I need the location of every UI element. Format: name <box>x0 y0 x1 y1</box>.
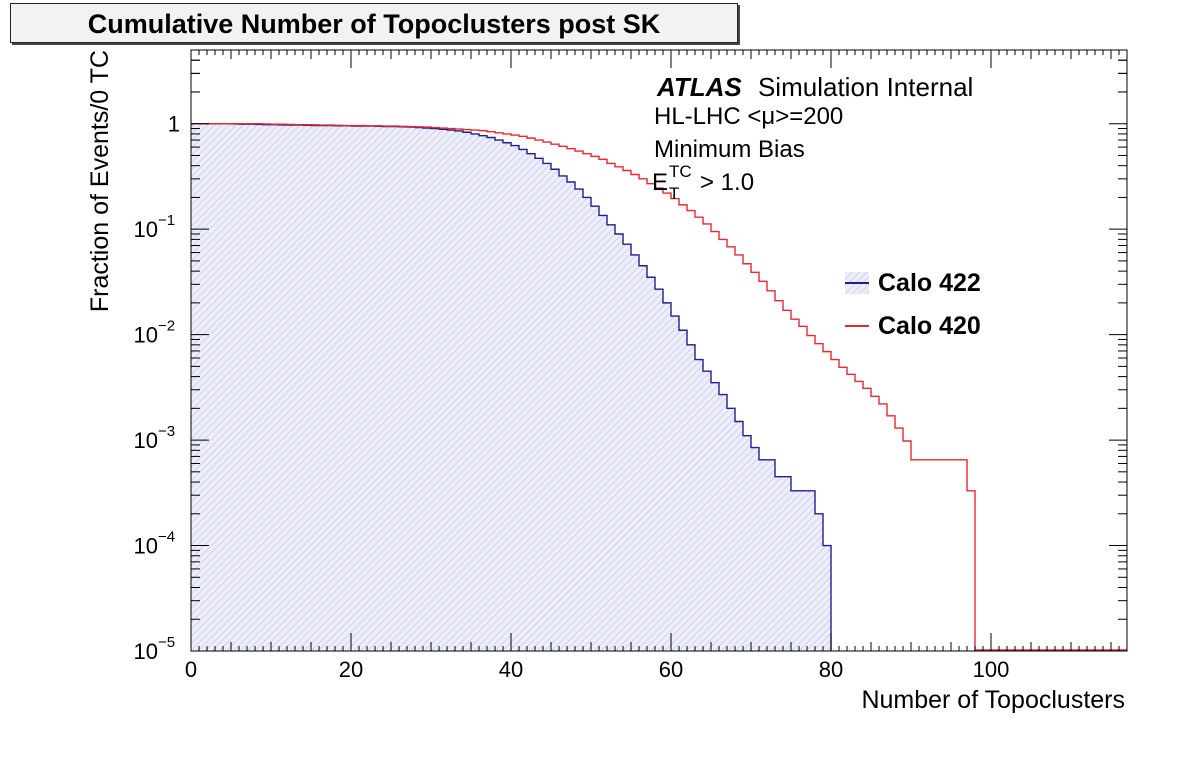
y-tick-exponent: −1 <box>158 212 175 229</box>
y-tick-label: 10 <box>134 639 158 664</box>
atlas-status-text: Simulation Internal <box>758 72 973 102</box>
y-tick-label: 10 <box>134 323 158 348</box>
y-axis-label: Fraction of Events/0 TC <box>86 50 114 312</box>
series-line-calo-422 <box>191 123 832 651</box>
et-sub: T <box>669 184 679 203</box>
x-tick-label: 100 <box>973 657 1010 682</box>
y-tick-exponent: −5 <box>158 634 175 651</box>
y-tick-label: 10 <box>134 534 158 559</box>
annotation-et-cut: E TC T > 1.0 <box>652 162 754 203</box>
x-tick-label: 80 <box>819 657 843 682</box>
svg-text:ATLAS Simulation Interna: ATLAS Simulation Internal <box>656 72 973 102</box>
x-tick-label: 60 <box>659 657 683 682</box>
legend: Calo 422 Calo 420 <box>845 269 981 340</box>
legend-entry-calo-422: Calo 422 <box>845 269 981 297</box>
series-fill-calo-422 <box>191 123 831 651</box>
series-line-calo-420 <box>191 123 976 651</box>
y-tick-label: 10 <box>134 217 158 242</box>
y-tick-exponent: −2 <box>158 318 175 335</box>
et-main: E <box>652 169 668 196</box>
legend-label-calo-422: Calo 422 <box>878 269 981 297</box>
x-tick-label: 0 <box>185 657 197 682</box>
x-tick-label: 40 <box>499 657 523 682</box>
chart-title-box: Cumulative Number of Topoclusters post S… <box>10 3 738 43</box>
chart-title: Cumulative Number of Topoclusters post S… <box>87 9 661 39</box>
atlas-label: ATLAS Simulation Internal <box>656 72 973 102</box>
axes-layer <box>190 49 1128 652</box>
et-sup: TC <box>669 162 692 181</box>
et-rest: > 1.0 <box>700 169 754 196</box>
annotation-hl-lhc: HL-LHC <μ>=200 <box>654 103 843 130</box>
y-tick-exponent: −3 <box>158 423 175 440</box>
series-fill-layer <box>191 123 831 651</box>
x-tick-label: 20 <box>339 657 363 682</box>
annotation-minimum-bias: Minimum Bias <box>654 136 805 163</box>
x-axis-label: Number of Topoclusters <box>861 686 1125 714</box>
legend-label-calo-420: Calo 420 <box>878 312 981 340</box>
series-line-layer <box>191 123 1127 651</box>
y-tick-label: 1 <box>168 112 180 137</box>
y-tick-label: 10 <box>134 428 158 453</box>
atlas-logo-text: ATLAS <box>656 72 742 102</box>
legend-entry-calo-420: Calo 420 <box>845 312 981 340</box>
y-tick-exponent: −4 <box>158 529 175 546</box>
